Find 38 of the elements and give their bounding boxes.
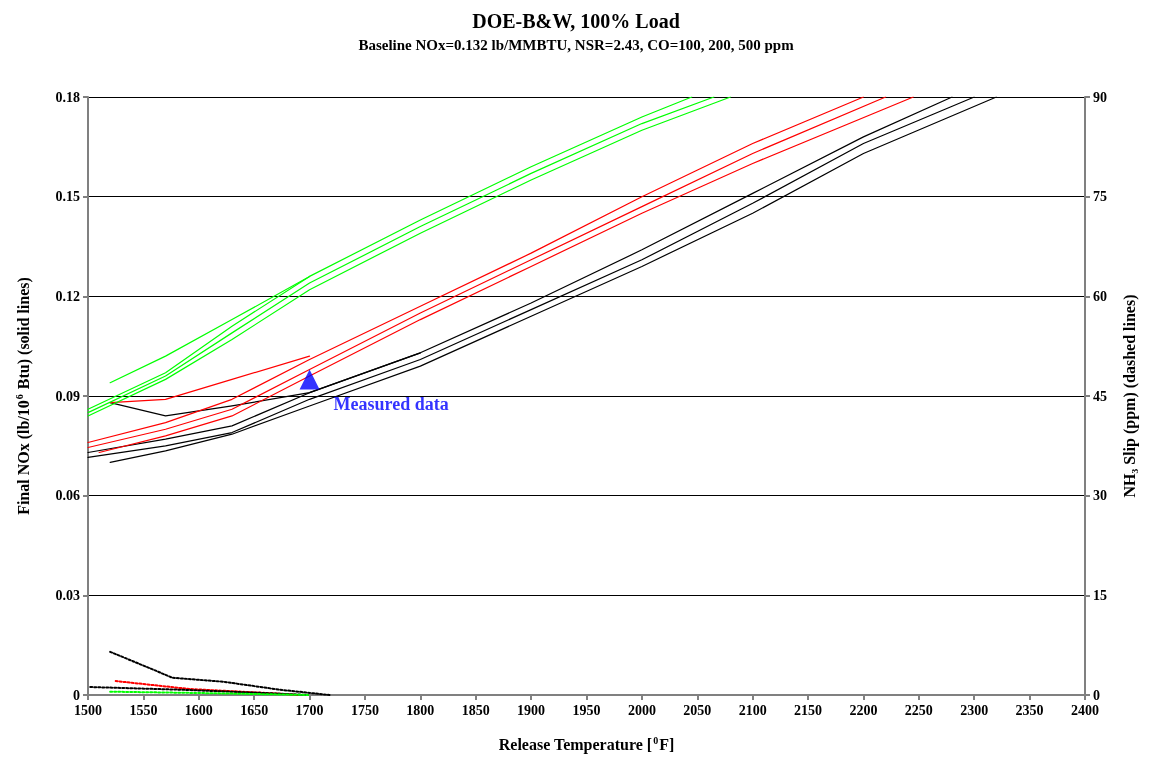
y-tick-label: 0.15 <box>55 189 80 205</box>
x-tick-label: 2050 <box>683 702 712 718</box>
x-tick-label: 2200 <box>849 702 878 718</box>
x-tick-label: 1550 <box>129 702 158 718</box>
chart-subtitle: Baseline NOx=0.132 lb/MMBTU, NSR=2.43, CO=100, 200, 500 ppm <box>358 36 795 53</box>
chart-title: DOE-B&W, 100% Load <box>472 10 680 32</box>
x-tick-label: 2300 <box>960 702 989 718</box>
y2-tick-label: 75 <box>1093 189 1107 205</box>
x-tick-label: 2400 <box>1071 702 1099 718</box>
y-tick-label: 0.18 <box>55 89 80 105</box>
x-tick-label: 2250 <box>904 702 933 718</box>
x-tick-label: 1950 <box>572 702 601 718</box>
y2-tick-label: 15 <box>1093 587 1107 603</box>
y-tick-label: 0.03 <box>55 587 80 603</box>
y-tick-label: 0.09 <box>55 388 80 404</box>
x-tick-label: 1500 <box>74 702 102 718</box>
y-tick-label: 0 <box>73 687 80 703</box>
series-label: Measured data <box>333 394 449 415</box>
y2-tick-label: 0 <box>1093 687 1100 703</box>
x-tick-label: 1650 <box>240 702 269 718</box>
y2-tick-label: 30 <box>1093 488 1107 504</box>
y-tick-label: 0.12 <box>55 288 80 304</box>
y2-tick-label: 60 <box>1093 288 1107 304</box>
x-tick-label: 2150 <box>794 702 823 718</box>
y2-axis-title: NH₃ Slip (ppm) (dashed lines) <box>1120 294 1139 498</box>
x-tick-label: 1700 <box>295 702 324 718</box>
y-axis-title: Final NOx (lb/106 Btu) (solid lines) <box>13 277 33 515</box>
y2-tick-label: 90 <box>1093 89 1107 105</box>
y2-tick-label: 45 <box>1093 388 1107 404</box>
x-tick-label: 2000 <box>627 702 656 718</box>
x-tick-label: 2350 <box>1015 702 1044 718</box>
x-tick-label: 1600 <box>184 702 213 718</box>
x-tick-label: 1800 <box>406 702 435 718</box>
x-tick-label: 1750 <box>350 702 379 718</box>
x-tick-label: 1900 <box>517 702 546 718</box>
x-tick-label: 1850 <box>461 702 490 718</box>
x-tick-label: 2100 <box>738 702 767 718</box>
y-tick-label: 0.06 <box>55 488 80 504</box>
